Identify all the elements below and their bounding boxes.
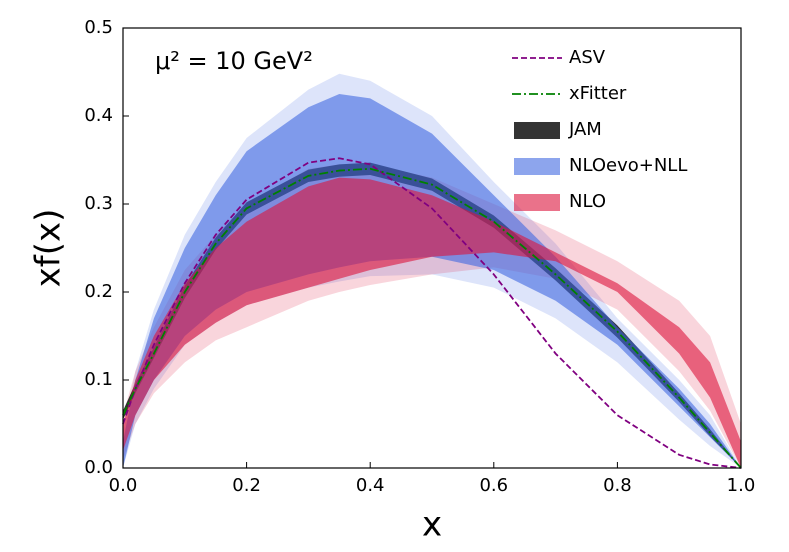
- legend-swatch: [514, 158, 560, 175]
- legend-label: ASV: [569, 47, 606, 68]
- x-tick-label: 0.0: [109, 475, 138, 496]
- plot-frame: [122, 27, 742, 469]
- legend-label: xFitter: [569, 83, 627, 104]
- legend-swatch: [514, 194, 560, 211]
- x-tick-label: 1.0: [727, 475, 756, 496]
- y-tick-label: 0.3: [84, 193, 113, 214]
- x-tick-label: 0.8: [603, 475, 632, 496]
- annotation: μ² = 10 GeV²: [155, 47, 313, 75]
- legend-swatch: [514, 122, 560, 139]
- y-tick-label: 0.0: [84, 457, 113, 478]
- x-tick-label: 0.4: [356, 475, 385, 496]
- band: [123, 177, 741, 468]
- legend-label: JAM: [568, 119, 602, 140]
- band: [123, 94, 741, 468]
- line: [122, 167, 742, 469]
- x-axis-label: x: [422, 505, 442, 545]
- x-tick-label: 0.2: [232, 475, 261, 496]
- y-tick-label: 0.2: [84, 281, 113, 302]
- y-axis-label: xf(x): [29, 209, 69, 288]
- y-tick-label: 0.1: [84, 369, 113, 390]
- y-tick-label: 0.5: [84, 17, 113, 38]
- x-tick-label: 0.6: [479, 475, 508, 496]
- y-tick-label: 0.4: [84, 105, 113, 126]
- legend-label: NLO: [569, 191, 606, 212]
- line: [122, 157, 742, 469]
- legend-label: NLOevo+NLL: [569, 155, 687, 176]
